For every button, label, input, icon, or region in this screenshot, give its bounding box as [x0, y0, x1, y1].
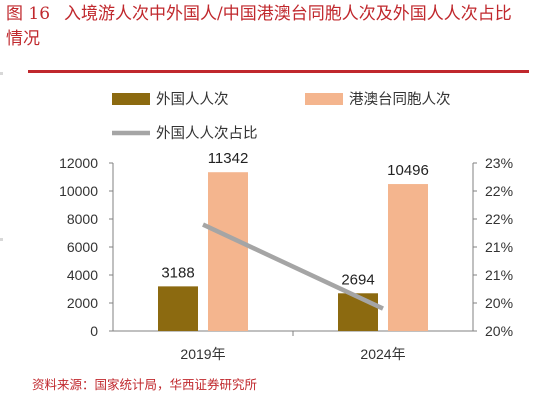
chart-marks: 3188 11342 2694 10496	[158, 150, 429, 331]
bar-data-label: 2694	[341, 271, 374, 288]
y-tick-label: 8000	[67, 211, 98, 227]
legend-swatch	[305, 93, 343, 105]
bar	[388, 184, 428, 331]
margin-mark	[0, 238, 3, 241]
figure-caption: 入境游人次中外国人/中国港澳台同胞人次及外国人人次占比情况	[6, 4, 512, 49]
share-line	[202, 222, 384, 311]
bar	[338, 293, 378, 331]
bar-data-label: 11342	[208, 150, 249, 167]
y2-tick-label: 20%	[485, 323, 513, 339]
margin-mark	[0, 72, 3, 75]
y-tick-label: 10000	[59, 183, 98, 199]
y-tick-label: 12000	[59, 155, 98, 171]
y2-tick-label: 21%	[485, 267, 513, 283]
bar-data-label: 10496	[387, 162, 429, 179]
source-note: 资料来源：国家统计局，华西证券研究所	[32, 377, 258, 392]
y-tick-label: 4000	[67, 267, 98, 283]
legend-swatch	[112, 93, 150, 105]
y-tick-label: 6000	[67, 239, 98, 255]
bar-data-label: 3188	[161, 264, 194, 281]
bar	[208, 172, 248, 331]
y-tick-label: 2000	[67, 295, 98, 311]
legend-label: 外国人人次	[156, 91, 229, 108]
legend-label: 外国人人次占比	[156, 125, 258, 142]
axes: 0 2000 4000 6000 8000 10000 12000 20% 20% 21% 21% 2…	[59, 155, 513, 362]
figure-number: 图 16	[6, 4, 51, 24]
y2-tick-label: 21%	[485, 239, 513, 255]
bar	[158, 286, 198, 331]
title-rule	[28, 70, 529, 73]
figure-title: 图 16 入境游人次中外国人/中国港澳台同胞人次及外国人人次占比情况	[6, 2, 526, 52]
y2-tick-label: 23%	[485, 155, 513, 171]
y2-tick-label: 22%	[485, 211, 513, 227]
y2-tick-label: 20%	[485, 295, 513, 311]
y2-tick-label: 22%	[485, 183, 513, 199]
y-tick-label: 0	[90, 323, 98, 339]
x-tick-label: 2019年	[180, 346, 225, 362]
x-tick-label: 2024年	[360, 346, 405, 362]
legend-label: 港澳台同胞人次	[349, 91, 451, 108]
